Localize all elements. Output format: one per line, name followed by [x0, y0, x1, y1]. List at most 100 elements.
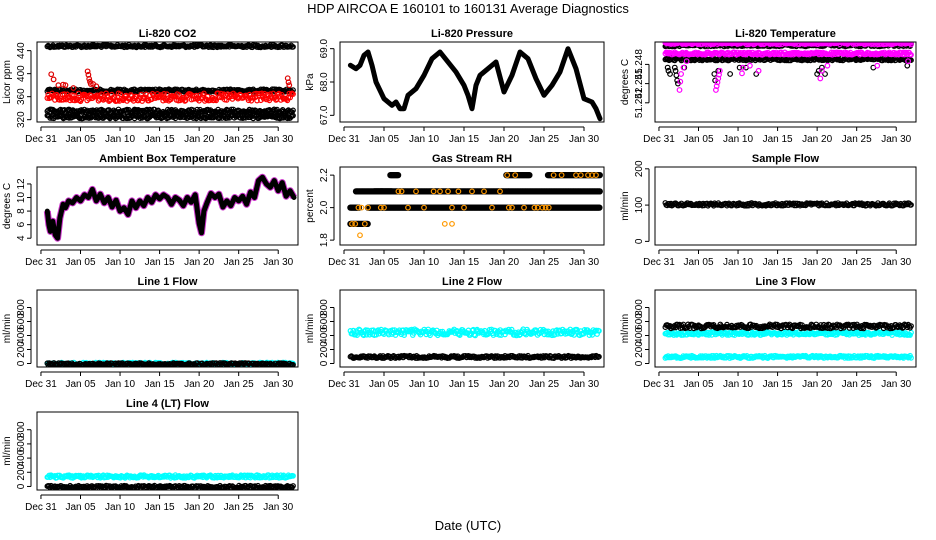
- x-tick-label: Jan 30: [881, 134, 911, 145]
- point: [413, 188, 419, 195]
- point: [908, 57, 914, 64]
- y-tick-label: 100: [634, 196, 645, 213]
- point: [676, 87, 683, 93]
- x-tick-label: Dec 31: [643, 257, 675, 268]
- point: [461, 204, 467, 211]
- point: [290, 44, 296, 50]
- point: [521, 204, 527, 211]
- point: [50, 76, 57, 83]
- point: [904, 62, 911, 69]
- y-tick-label: 6: [16, 221, 27, 227]
- chart-title: Li-820 Pressure: [431, 28, 513, 40]
- point: [596, 171, 603, 179]
- x-tick-label: Jan 05: [65, 379, 95, 390]
- point: [70, 85, 77, 91]
- x-tick-label: Jan 25: [842, 257, 872, 268]
- y-tick-label: 4: [16, 235, 27, 241]
- point: [354, 332, 360, 339]
- point: [53, 91, 60, 98]
- point: [87, 81, 94, 87]
- point: [445, 188, 451, 195]
- y-tick-label: 51.245: [634, 68, 645, 99]
- point: [818, 64, 825, 71]
- x-tick-label: Jan 10: [105, 257, 135, 268]
- point: [449, 220, 455, 227]
- x-tick-label: Jan 20: [489, 134, 519, 145]
- point: [874, 62, 881, 69]
- x-tick-label: Jan 05: [369, 134, 399, 145]
- point: [531, 204, 538, 211]
- x-tick-label: Jan 20: [802, 257, 832, 268]
- point: [201, 90, 207, 97]
- point: [596, 328, 602, 334]
- point: [430, 188, 437, 195]
- x-tick-label: Jan 30: [263, 134, 293, 145]
- y-tick-label: 0: [319, 360, 330, 366]
- x-tick-label: Jan 10: [723, 257, 753, 268]
- page-title: HDP AIRCOA E 160101 to 160131 Average Di…: [307, 1, 629, 16]
- x-tick-label: Jan 25: [529, 257, 559, 268]
- chart-title: Gas Stream RH: [432, 153, 512, 165]
- series-line2-cyan: [347, 326, 602, 339]
- chart-title: Line 1 Flow: [138, 276, 198, 288]
- series-band-450: [44, 42, 296, 51]
- y-tick-label: 12: [16, 178, 27, 190]
- y-axis-label: Licor ppm: [2, 60, 13, 104]
- point: [93, 83, 100, 90]
- x-tick-label: Jan 10: [409, 257, 439, 268]
- point: [278, 91, 285, 98]
- y-axis-label: degrees C: [2, 183, 13, 229]
- point: [401, 332, 408, 339]
- point: [284, 97, 291, 104]
- point: [664, 64, 671, 71]
- point: [497, 188, 503, 195]
- chart-title: Sample Flow: [752, 153, 820, 165]
- point: [398, 188, 405, 195]
- point: [437, 188, 443, 195]
- point: [481, 188, 487, 195]
- point: [381, 204, 387, 211]
- y-axis-label: ml/min: [2, 314, 13, 343]
- point: [213, 97, 220, 104]
- series-ambient: [44, 174, 297, 241]
- point: [364, 220, 371, 228]
- y-tick-label: 51.242: [634, 87, 645, 118]
- x-tick-label: Dec 31: [328, 257, 360, 268]
- x-tick-label: Jan 25: [224, 379, 254, 390]
- point: [908, 51, 914, 58]
- point: [62, 82, 69, 89]
- x-tick-label: Jan 30: [569, 379, 599, 390]
- x-tick-label: Jan 15: [145, 134, 175, 145]
- x-tick-label: Dec 31: [25, 257, 57, 268]
- point: [405, 204, 411, 211]
- x-tick-label: Jan 30: [569, 134, 599, 145]
- point: [441, 220, 448, 227]
- y-tick-label: 400: [16, 327, 27, 344]
- y-tick-label: 2.2: [319, 168, 330, 182]
- x-tick-label: Dec 31: [328, 134, 360, 145]
- series-line1-black: [44, 360, 296, 367]
- series-pressure: [347, 46, 603, 122]
- point: [456, 332, 463, 339]
- y-tick-label: 200: [16, 341, 27, 358]
- x-tick-label: Jan 15: [145, 379, 175, 390]
- point: [472, 332, 479, 339]
- point: [84, 68, 91, 75]
- point: [505, 204, 512, 211]
- point: [258, 90, 265, 97]
- point: [469, 188, 475, 195]
- y-tick-label: 800: [319, 299, 330, 316]
- chart-title: Li-820 Temperature: [735, 28, 836, 40]
- x-tick-label: Jan 05: [369, 257, 399, 268]
- plot-frame: [36, 166, 299, 246]
- point: [212, 96, 219, 103]
- series-line2-black: [347, 352, 602, 362]
- plot-area: [43, 173, 298, 242]
- series-red-band: [44, 90, 296, 105]
- y-tick-label: 440: [16, 42, 27, 59]
- y-axis-label: ml/min: [620, 191, 631, 220]
- x-tick-label: Jan 05: [65, 257, 95, 268]
- plot-area: [662, 42, 914, 93]
